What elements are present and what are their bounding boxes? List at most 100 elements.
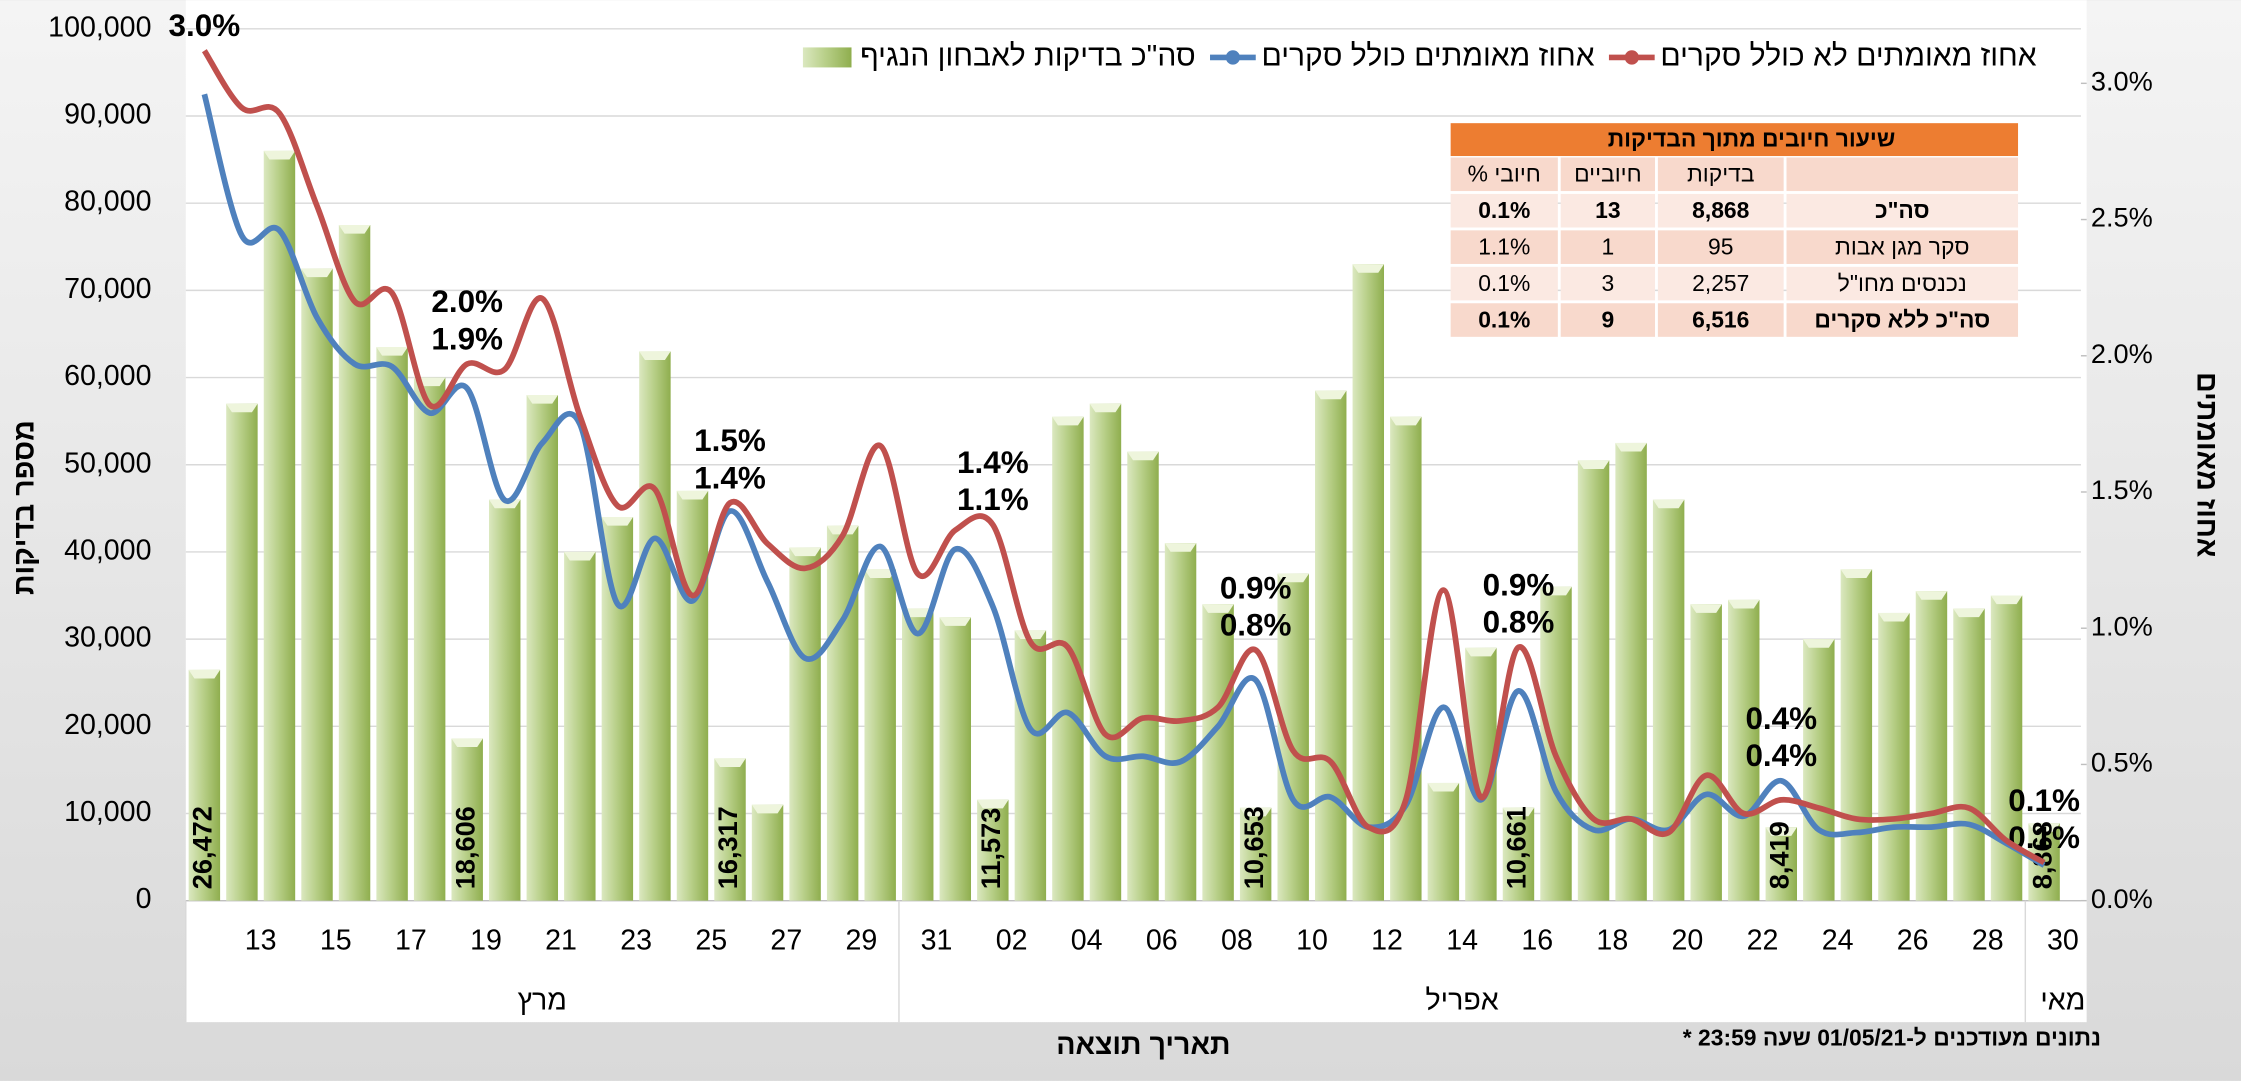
- table-cell-text: 8,868: [1692, 197, 1749, 223]
- y2-tick-label: 1.0%: [2091, 610, 2153, 641]
- table-cell-text: 95: [1708, 234, 1733, 260]
- table-cell-text: סה"כ ללא סקרים: [1814, 307, 1990, 333]
- bar-top: [1728, 599, 1760, 609]
- bar-top: [451, 738, 483, 748]
- y-tick-label: 50,000: [64, 447, 151, 479]
- table-cell-text: 0.1%: [1478, 197, 1530, 223]
- y-tick-label: 70,000: [64, 273, 151, 305]
- bar-top: [864, 569, 896, 578]
- table-cell: [1786, 193, 2019, 228]
- x-tick-label: 17: [395, 925, 427, 957]
- bar-top: [751, 804, 784, 814]
- y2-tick-label: 2.0%: [2091, 338, 2153, 369]
- bar-top: [789, 547, 821, 557]
- table-cell-text: 9: [1602, 307, 1615, 333]
- bar-top: [601, 517, 634, 526]
- x-tick-label: 25: [695, 925, 727, 957]
- bar: [1577, 460, 1610, 901]
- bar-top: [2028, 823, 2060, 832]
- bar-top: [1915, 591, 1948, 600]
- bar-top: [1127, 451, 1159, 461]
- table-title: שיעור חיובים מתוך הבדיקות: [1608, 125, 1896, 151]
- table-cell: [1786, 266, 2019, 301]
- bar: [676, 490, 709, 901]
- bar-top: [1277, 573, 1309, 583]
- table-cell-text: סה"כ: [1875, 197, 1930, 223]
- bar: [1052, 416, 1084, 901]
- table-header: % חיובי: [1468, 161, 1541, 187]
- table-cell-text: 2,257: [1692, 270, 1749, 296]
- line-value-label: 1.4%: [957, 445, 1029, 480]
- bar-value-label: 8,419: [1763, 821, 1794, 889]
- table-cell: [1786, 157, 2019, 192]
- line-value-label: 2.0%: [431, 284, 503, 319]
- y-tick-label: 40,000: [64, 534, 151, 566]
- bar-value-label: 26,472: [187, 806, 218, 889]
- x-tick-label: 06: [1146, 925, 1178, 957]
- line-value-label: 3.0%: [169, 8, 241, 43]
- table-cell-text: סקר מגן אבות: [1835, 234, 1969, 260]
- bar-top: [526, 395, 559, 404]
- legend-marker: [1624, 50, 1639, 65]
- x-tick-label: 31: [921, 925, 953, 957]
- y-tick-label: 80,000: [64, 186, 151, 218]
- y-tick-label: 20,000: [64, 709, 151, 741]
- x-tick-label: 08: [1221, 925, 1253, 957]
- bar-top: [1239, 807, 1272, 817]
- line-value-label: 1.4%: [694, 460, 766, 495]
- y-tick-label: 10,000: [64, 796, 151, 828]
- bar: [1127, 451, 1159, 901]
- table-cell: [1657, 303, 1784, 337]
- bar-top: [977, 799, 1009, 809]
- bar-top: [676, 490, 709, 500]
- table-cell-text: 13: [1595, 197, 1620, 223]
- bar-top: [1840, 569, 1873, 578]
- bar: [1690, 604, 1722, 901]
- bar-value-label: 11,573: [975, 808, 1006, 890]
- x-group-label: אפריל: [1426, 985, 1499, 1017]
- table-cell: [1786, 230, 2019, 264]
- table-cell: [1450, 193, 1558, 228]
- table-cell-text: 1.1%: [1478, 234, 1530, 260]
- table-cell: [1657, 266, 1784, 301]
- bar: [601, 517, 634, 901]
- table-cell: [1450, 230, 1558, 264]
- bar-top: [639, 351, 671, 360]
- bar-top: [1615, 442, 1647, 452]
- bar: [226, 403, 258, 901]
- y-tick-label: 0: [136, 883, 152, 915]
- bar: [1315, 390, 1347, 901]
- table-cell: [1450, 303, 1558, 337]
- y2-axis-title: אחוז מאומתים: [2191, 372, 2223, 557]
- bar-top: [939, 617, 972, 626]
- bar-top: [1953, 608, 1985, 618]
- bar-top: [564, 551, 596, 561]
- bar-top: [188, 669, 221, 679]
- line: [201, 49, 2046, 866]
- bar: [1540, 586, 1572, 901]
- bar: [1652, 499, 1685, 901]
- x-tick-label: 21: [545, 925, 577, 957]
- bar: [263, 150, 296, 901]
- bar-value-label: 10,661: [1501, 806, 1532, 889]
- bar-top: [1502, 807, 1535, 817]
- bar-value-label: 10,653: [1238, 806, 1269, 889]
- bar: [413, 377, 446, 901]
- bar-top: [1990, 595, 2023, 605]
- bar-top: [263, 150, 296, 160]
- bar: [376, 347, 408, 901]
- table-cell: [1560, 193, 1656, 228]
- bar-top: [1315, 390, 1347, 400]
- bar-top: [1089, 403, 1122, 413]
- table-cell: [1786, 303, 2019, 337]
- legend-marker: [1225, 50, 1241, 65]
- bar-top: [1465, 647, 1497, 657]
- bar-top: [1652, 499, 1685, 509]
- table-cell: [1450, 266, 1558, 301]
- x-tick-label: 24: [1822, 925, 1854, 957]
- bar-top: [1014, 630, 1047, 639]
- x-tick-label: 19: [470, 925, 502, 957]
- x-axis-title: תאריך תוצאה: [1056, 1029, 1230, 1061]
- bar-top: [338, 225, 371, 234]
- bar-top: [301, 268, 333, 278]
